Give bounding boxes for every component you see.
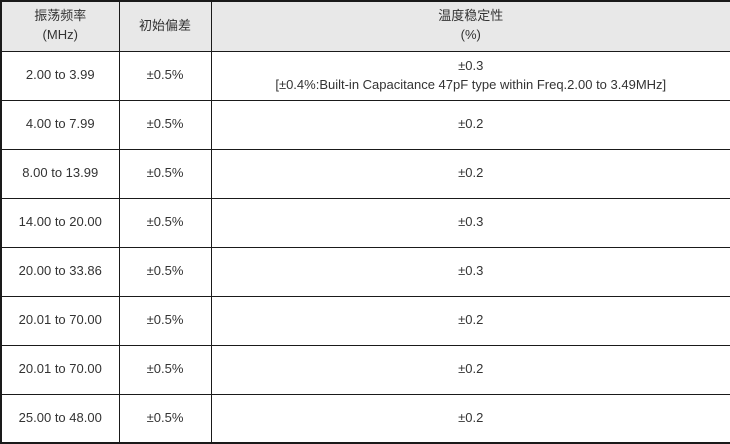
- stability-value: ±0.2: [458, 116, 484, 132]
- table-row: 20.00 to 33.86 ±0.5% ±0.3: [0, 246, 730, 297]
- header-initial-deviation-title: 初始偏差: [138, 17, 191, 33]
- stability-value: ±0.2: [458, 165, 484, 181]
- stability-cell: ±0.2: [210, 99, 730, 150]
- stability-value: ±0.3: [458, 263, 484, 279]
- table-row: 4.00 to 7.99 ±0.5% ±0.2: [0, 99, 730, 150]
- stability-cell: ±0.3 [±0.4%:Built-in Capacitance 47pF ty…: [210, 50, 730, 101]
- stability-cell: ±0.2: [210, 295, 730, 346]
- frequency-cell: 2.00 to 3.99: [0, 50, 120, 101]
- table-row: 14.00 to 20.00 ±0.5% ±0.3: [0, 197, 730, 248]
- header-oscillation-frequency: 振荡频率 (MHz): [0, 0, 120, 52]
- table-body: 2.00 to 3.99 ±0.5% ±0.3 [±0.4%:Built-in …: [0, 50, 730, 444]
- stability-value: ±0.3: [458, 57, 484, 73]
- header-temperature-stability-title: 温度稳定性: [438, 8, 504, 24]
- header-initial-deviation: 初始偏差: [118, 0, 212, 52]
- frequency-cell: 20.01 to 70.00: [0, 295, 120, 346]
- table-row: 8.00 to 13.99 ±0.5% ±0.2: [0, 148, 730, 199]
- deviation-cell: ±0.5%: [118, 295, 212, 346]
- deviation-cell: ±0.5%: [118, 246, 212, 297]
- table-row: 2.00 to 3.99 ±0.5% ±0.3 [±0.4%:Built-in …: [0, 50, 730, 101]
- table-row: 25.00 to 48.00 ±0.5% ±0.2: [0, 393, 730, 444]
- stability-cell: ±0.2: [210, 148, 730, 199]
- stability-cell: ±0.2: [210, 393, 730, 444]
- stability-value: ±0.3: [458, 214, 484, 230]
- frequency-cell: 20.01 to 70.00: [0, 344, 120, 395]
- frequency-cell: 14.00 to 20.00: [0, 197, 120, 248]
- stability-value: ±0.2: [458, 312, 484, 328]
- header-oscillation-frequency-title: 振荡频率: [34, 8, 87, 24]
- frequency-cell: 20.00 to 33.86: [0, 246, 120, 297]
- table-row: 20.01 to 70.00 ±0.5% ±0.2: [0, 295, 730, 346]
- deviation-cell: ±0.5%: [118, 197, 212, 248]
- deviation-cell: ±0.5%: [118, 148, 212, 199]
- stability-cell: ±0.3: [210, 197, 730, 248]
- table-header-row: 振荡频率 (MHz) 初始偏差 温度稳定性 (%): [0, 0, 730, 52]
- frequency-cell: 25.00 to 48.00: [0, 393, 120, 444]
- header-oscillation-frequency-unit: (MHz): [42, 27, 78, 43]
- stability-cell: ±0.2: [210, 344, 730, 395]
- frequency-cell: 8.00 to 13.99: [0, 148, 120, 199]
- stability-cell: ±0.3: [210, 246, 730, 297]
- deviation-cell: ±0.5%: [118, 344, 212, 395]
- stability-note: [±0.4%:Built-in Capacitance 47pF type wi…: [275, 76, 667, 92]
- deviation-cell: ±0.5%: [118, 393, 212, 444]
- deviation-cell: ±0.5%: [118, 50, 212, 101]
- stability-value: ±0.2: [458, 361, 484, 377]
- table-row: 20.01 to 70.00 ±0.5% ±0.2: [0, 344, 730, 395]
- header-temperature-stability: 温度稳定性 (%): [210, 0, 730, 52]
- stability-value: ±0.2: [458, 409, 484, 425]
- header-temperature-stability-unit: (%): [460, 27, 481, 43]
- frequency-cell: 4.00 to 7.99: [0, 99, 120, 150]
- deviation-cell: ±0.5%: [118, 99, 212, 150]
